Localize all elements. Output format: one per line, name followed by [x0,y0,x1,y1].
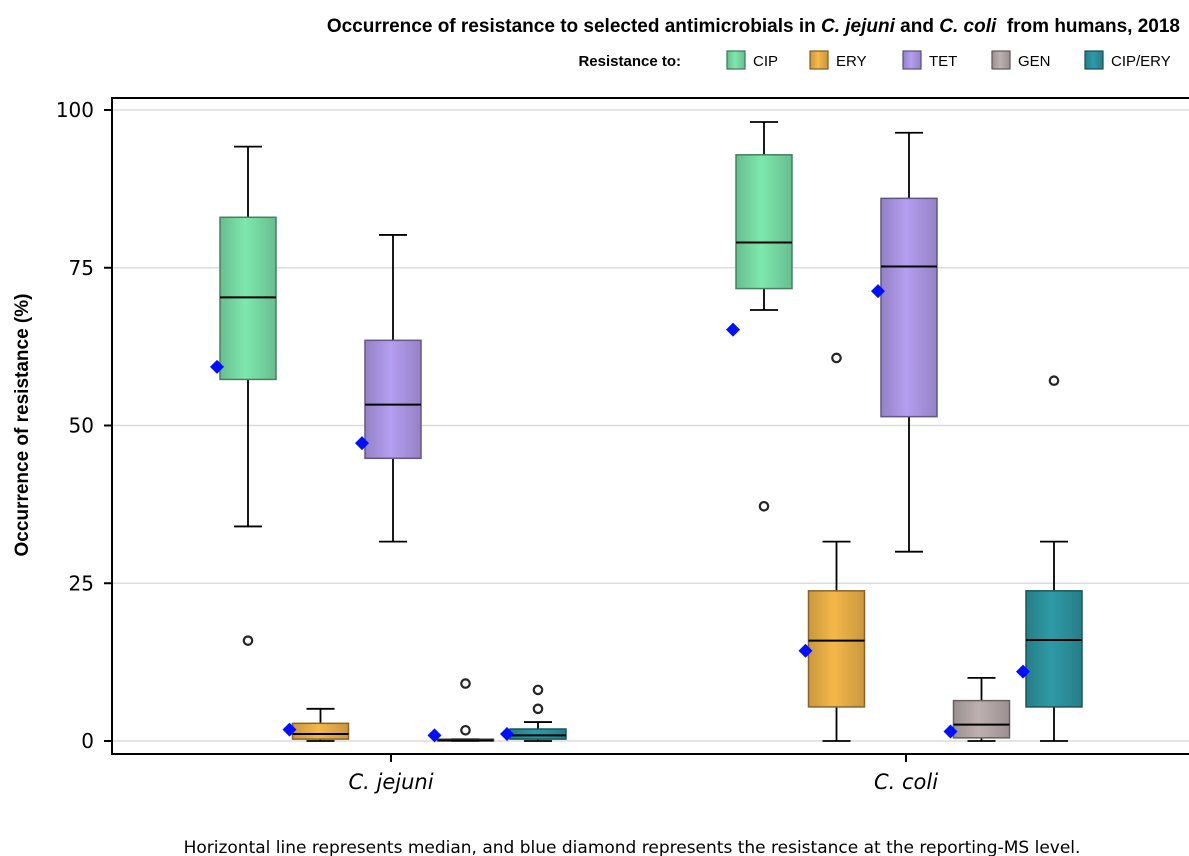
outlier-cip-c-coli-0 [758,500,770,512]
x-axis-categories: C. jejuni C. coli [348,754,938,794]
y-tick-label-50: 50 [69,414,94,438]
mean-diamond-gen-c-coli [943,724,958,739]
title-part-1: Occurrence of resistance to selected ant… [327,16,821,37]
outlier-cip-c-jejuni-0 [242,635,254,646]
y-tick-label-0: 0 [81,729,94,753]
footnote: Horizontal line represents median, and b… [184,838,1081,856]
title-part-5: from humans, 2018 [996,16,1180,37]
mean-diamond-cip-ery-c-jejuni [500,727,514,742]
mean-diamond-ery-c-jejuni [282,722,297,737]
box-cip-ery-c-jejuni [500,684,567,742]
grid [113,109,1189,742]
x-category-label-c-coli: C. coli [874,770,938,794]
y-tick-label-75: 75 [69,256,94,280]
legend: Resistance to: CIP ERY TET GEN CIP/ERY [578,50,1171,70]
box-ery-c-jejuni [282,707,350,742]
chart-title: Occurrence of resistance to selected ant… [327,16,1180,37]
legend-title: Resistance to: [578,53,681,70]
outlier-gen-c-jejuni-0 [460,724,471,736]
box-iqr-tet-c-jejuni [364,339,422,460]
title-part-2: C. jejuni [821,16,896,37]
legend-label-cip: CIP [753,53,778,70]
legend-label-ery: ERY [836,53,867,70]
legend-swatch-tet [902,50,922,70]
box-iqr-cip-c-coli [735,154,793,290]
mean-diamond-tet-c-jejuni [355,436,369,451]
box-iqr-tet-c-coli [880,197,938,418]
legend-label-tet: TET [929,53,957,70]
box-iqr-cip-ery-c-jejuni [509,728,567,740]
outlier-cip-ery-c-jejuni-0 [532,703,544,715]
legend-label-cip-ery: CIP/ERY [1111,53,1171,70]
title-part-3: and [895,16,939,37]
legend-swatch-cip [726,50,746,70]
mean-diamond-tet-c-coli [871,284,885,299]
box-iqr-ery-c-jejuni [291,722,350,740]
box-iqr-gen-c-coli [952,699,1011,739]
x-category-label-c-jejuni: C. jejuni [348,770,433,794]
mean-diamond-cip-c-jejuni [210,359,224,374]
legend-swatch-ery [809,50,829,70]
mean-diamond-ery-c-coli [798,643,813,658]
outlier-cip-ery-c-jejuni-1 [532,684,544,696]
y-axis-label: Occurrence of resistance (%) [12,294,33,557]
box-cip-c-coli [726,121,793,512]
box-gen-c-coli [943,677,1011,742]
box-tet-c-coli [871,131,938,553]
mean-diamond-cip-c-coli [726,322,740,337]
box-series [210,121,1083,743]
box-cip-c-jejuni [210,145,277,646]
legend-swatch-gen [991,50,1011,70]
mean-diamond-gen-c-jejuni [427,728,442,743]
box-iqr-cip-ery-c-coli [1025,590,1083,708]
outlier-cip-ery-c-coli-0 [1048,375,1060,386]
outlier-gen-c-jejuni-1 [460,678,471,689]
legend-swatch-cip-ery [1084,50,1104,70]
legend-label-gen: GEN [1018,53,1051,70]
mean-diamond-cip-ery-c-coli [1016,664,1030,679]
y-tick-label-25: 25 [69,571,94,595]
box-gen-c-jejuni [427,678,495,743]
box-tet-c-jejuni [355,234,422,543]
box-ery-c-coli [798,352,866,742]
title-part-4: C. coli [939,16,997,37]
outlier-ery-c-coli-0 [831,352,842,364]
box-cip-ery-c-coli [1016,375,1083,742]
y-tick-label-100: 100 [56,98,94,122]
y-axis: 0 25 50 75 100 [56,98,112,753]
box-iqr-ery-c-coli [807,590,866,708]
